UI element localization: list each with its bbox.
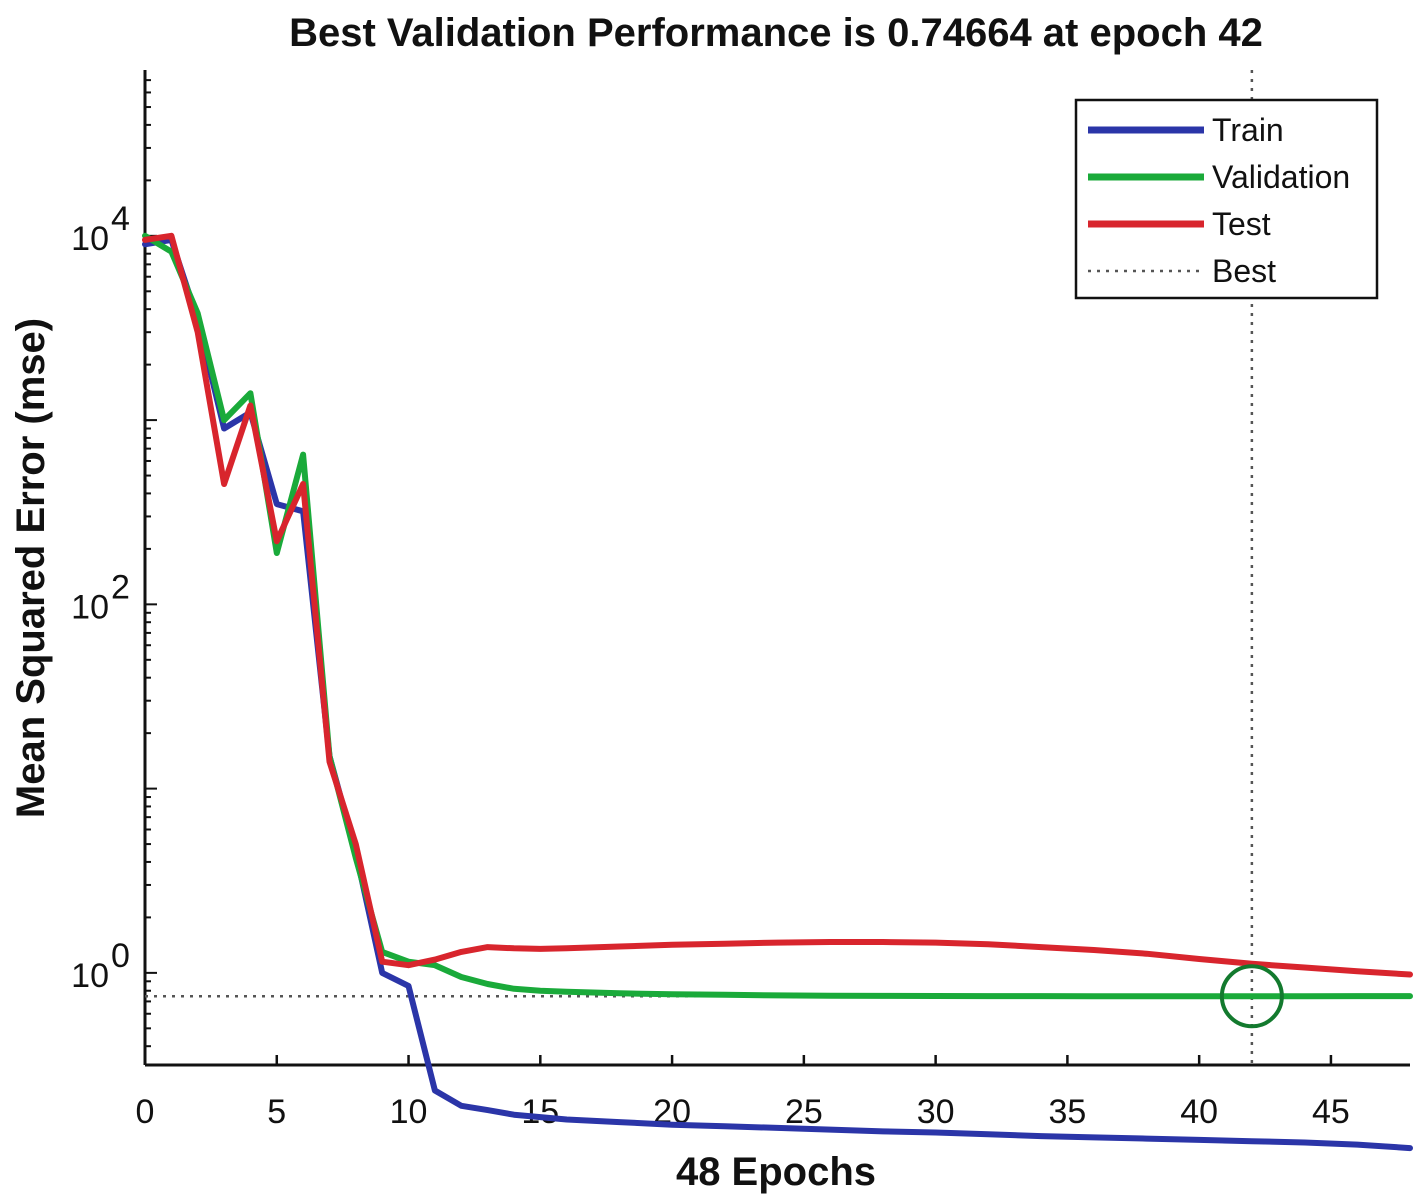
x-tick-label: 25 (785, 1093, 823, 1131)
y-tick-label: 10 (71, 220, 109, 258)
x-tick-label: 5 (267, 1093, 286, 1131)
legend-label-best: Best (1212, 253, 1276, 289)
x-tick-label: 40 (1180, 1093, 1218, 1131)
y-axis-label: Mean Squared Error (mse) (9, 318, 53, 818)
x-tick-label: 15 (521, 1093, 559, 1131)
y-tick-exponent: 2 (111, 568, 130, 606)
series-train-line (142, 236, 1413, 1152)
chart-title: Best Validation Performance is 0.74664 a… (289, 11, 1263, 55)
y-tick-label: 10 (71, 957, 109, 995)
x-axis-label: 48 Epochs (676, 1150, 876, 1194)
x-tick-label: 0 (136, 1093, 155, 1131)
x-tick-label: 30 (917, 1093, 955, 1131)
series-test-line (142, 232, 1413, 978)
legend-label-test: Test (1212, 206, 1271, 242)
legend: Train Validation Test Best (1074, 98, 1379, 300)
best-marker (1219, 964, 1284, 1029)
legend-label-train: Train (1212, 112, 1284, 148)
y-tick-label: 10 (71, 588, 109, 626)
x-tick-label: 35 (1048, 1093, 1086, 1131)
y-tick-exponent: 4 (111, 200, 130, 238)
x-tick-label: 10 (390, 1093, 428, 1131)
x-tick-label: 45 (1312, 1093, 1350, 1131)
legend-label-validation: Validation (1212, 159, 1350, 195)
series-validation-line (142, 232, 1413, 1000)
y-tick-exponent: 0 (111, 937, 130, 975)
